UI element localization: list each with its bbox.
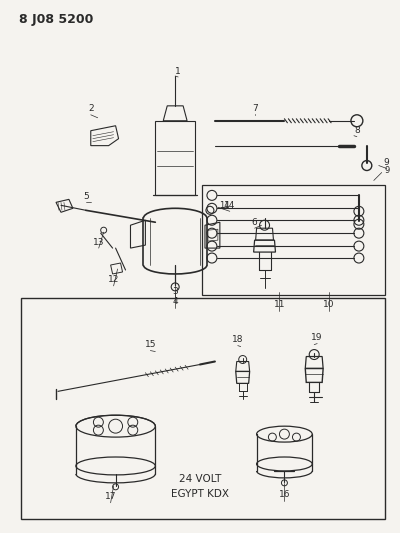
- Text: 13: 13: [93, 238, 104, 247]
- Text: 8: 8: [354, 126, 360, 135]
- Text: 10: 10: [323, 300, 335, 309]
- Text: 5: 5: [83, 192, 89, 201]
- Text: 9: 9: [384, 166, 389, 175]
- Text: 16: 16: [279, 490, 290, 499]
- Text: 14: 14: [220, 201, 230, 210]
- Text: 11: 11: [274, 300, 285, 309]
- Text: 24 VOLT: 24 VOLT: [179, 474, 221, 484]
- Text: EGYPT KDX: EGYPT KDX: [171, 489, 229, 499]
- Text: 19: 19: [312, 333, 323, 342]
- Text: 3: 3: [172, 287, 178, 296]
- Text: 12: 12: [108, 276, 119, 285]
- Text: 6: 6: [252, 218, 258, 227]
- Text: 14: 14: [224, 201, 236, 210]
- Text: 17: 17: [105, 492, 116, 502]
- Text: 7: 7: [252, 104, 258, 114]
- Text: 2: 2: [88, 104, 94, 114]
- Text: 4: 4: [172, 297, 178, 306]
- Text: 18: 18: [232, 335, 244, 344]
- Text: 9: 9: [384, 158, 390, 167]
- Text: 15: 15: [144, 340, 156, 349]
- Text: 1: 1: [175, 67, 181, 76]
- Text: 8 J08 5200: 8 J08 5200: [19, 13, 94, 26]
